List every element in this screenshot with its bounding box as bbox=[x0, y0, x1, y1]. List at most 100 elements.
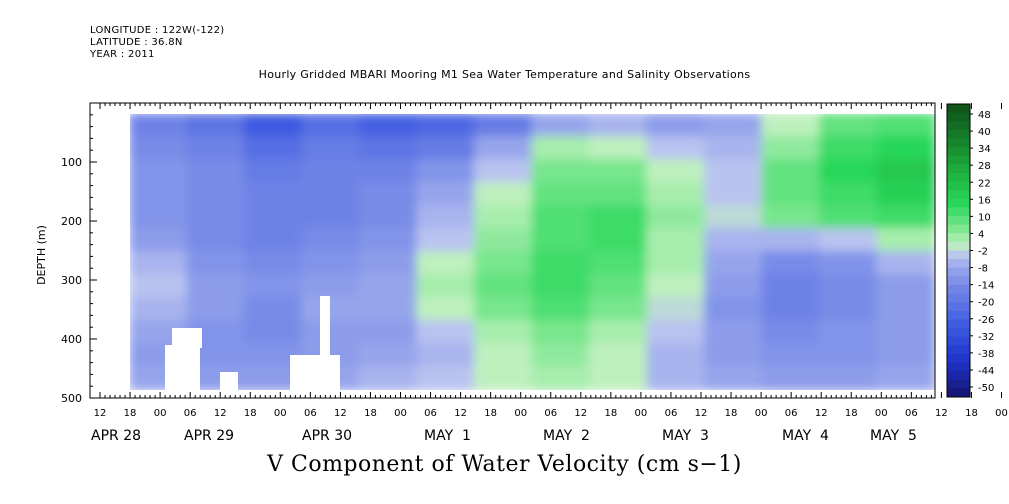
colorbar-swatch bbox=[947, 388, 970, 398]
heat-cell bbox=[531, 228, 591, 253]
colorbar-label: -44 bbox=[978, 366, 994, 377]
heat-cell bbox=[819, 320, 879, 345]
heat-cell bbox=[244, 182, 304, 207]
x-hour-label: 12 bbox=[574, 408, 587, 419]
heat-cell bbox=[244, 251, 304, 276]
heat-cell bbox=[589, 136, 649, 161]
heat-cell bbox=[761, 366, 821, 390]
heat-cell bbox=[474, 343, 534, 368]
heat-cell bbox=[704, 320, 764, 345]
y-axis-label: DEPTH (m) bbox=[35, 225, 48, 285]
heat-cell bbox=[130, 251, 189, 276]
heat-cell bbox=[819, 343, 879, 368]
heat-cell bbox=[531, 114, 591, 138]
heat-cell bbox=[876, 228, 935, 253]
heat-cell bbox=[186, 114, 246, 138]
heat-cell bbox=[704, 228, 764, 253]
x-hour-label: 00 bbox=[154, 408, 167, 419]
heat-cell bbox=[646, 297, 706, 322]
heat-cell bbox=[359, 205, 419, 230]
colorbar-swatch bbox=[947, 198, 970, 208]
heat-cell bbox=[589, 320, 649, 345]
heat-cell bbox=[704, 343, 764, 368]
heat-cell bbox=[761, 159, 821, 184]
x-hour-label: 12 bbox=[214, 408, 227, 419]
heat-cell bbox=[704, 205, 764, 230]
y-tick-label: 300 bbox=[61, 274, 82, 287]
heat-cell bbox=[186, 251, 246, 276]
colorbar: 48 40 34 28 22 16 10 4 -2 -8 -14 -20 -26 -32 -38 -44 -50 bbox=[946, 103, 994, 398]
colorbar-swatch bbox=[947, 345, 970, 355]
heat-cell bbox=[646, 228, 706, 253]
colorbar-label: -20 bbox=[978, 298, 994, 309]
heat-cell bbox=[704, 366, 764, 390]
heat-cell bbox=[186, 159, 246, 184]
missing-data-patch bbox=[290, 355, 340, 390]
year-label: YEAR : 2011 bbox=[90, 49, 155, 60]
heat-cell bbox=[531, 205, 591, 230]
x-hour-label: 00 bbox=[274, 408, 287, 419]
latitude-label: LATITUDE : 36.8N bbox=[90, 37, 183, 48]
x-hour-label: 00 bbox=[394, 408, 407, 419]
colorbar-swatch bbox=[947, 259, 970, 269]
heat-cell bbox=[130, 205, 189, 230]
heat-cell bbox=[416, 228, 476, 253]
x-hour-label: 06 bbox=[184, 408, 197, 419]
x-day-label: APR 30 bbox=[302, 428, 352, 444]
x-day-label: APR 28 bbox=[91, 428, 141, 444]
colorbar-swatch bbox=[947, 181, 970, 191]
colorbar-label: -14 bbox=[978, 281, 994, 292]
heat-cell bbox=[474, 136, 534, 161]
missing-data-patch bbox=[220, 372, 238, 390]
heat-cell bbox=[531, 320, 591, 345]
colorbar-label: 34 bbox=[978, 144, 991, 155]
missing-data-patch bbox=[320, 296, 330, 366]
x-hour-label: 18 bbox=[604, 408, 617, 419]
colorbar-swatch bbox=[947, 129, 970, 139]
heat-cell bbox=[646, 343, 706, 368]
heat-cell bbox=[761, 205, 821, 230]
colorbar-swatch bbox=[947, 371, 970, 381]
heat-cell bbox=[416, 274, 476, 299]
heat-cell bbox=[819, 366, 879, 390]
heat-cell bbox=[761, 251, 821, 276]
heat-cell bbox=[589, 114, 649, 138]
colorbar-swatch bbox=[947, 328, 970, 338]
heat-cell bbox=[704, 297, 764, 322]
heat-cell bbox=[474, 320, 534, 345]
colorbar-label: -8 bbox=[978, 264, 988, 275]
heat-cell bbox=[244, 136, 304, 161]
heat-cell bbox=[589, 366, 649, 390]
heat-cell bbox=[186, 136, 246, 161]
y-tick-label: 500 bbox=[61, 392, 82, 405]
x-day-label: MAY 4 bbox=[782, 428, 829, 444]
heat-cell bbox=[819, 297, 879, 322]
heat-cell bbox=[359, 297, 419, 322]
heat-cell bbox=[359, 366, 419, 390]
colorbar-swatch bbox=[947, 224, 970, 234]
heat-cell bbox=[244, 114, 304, 138]
x-hour-label: 06 bbox=[665, 408, 678, 419]
heat-cell bbox=[130, 274, 189, 299]
colorbar-label: 4 bbox=[978, 229, 984, 240]
heat-cell bbox=[130, 136, 189, 161]
colorbar-swatch bbox=[947, 233, 970, 243]
heat-cell bbox=[819, 251, 879, 276]
heat-cell bbox=[646, 182, 706, 207]
heat-cell bbox=[876, 366, 935, 390]
heat-cell bbox=[761, 343, 821, 368]
heat-cell bbox=[876, 136, 935, 161]
heat-cell bbox=[589, 343, 649, 368]
heat-cell bbox=[704, 274, 764, 299]
x-hour-label: 12 bbox=[695, 408, 708, 419]
heat-cell bbox=[244, 159, 304, 184]
colorbar-swatch bbox=[947, 172, 970, 183]
colorbar-label: 22 bbox=[978, 178, 991, 189]
colorbar-label: 48 bbox=[978, 110, 991, 121]
x-day-label: MAY 3 bbox=[662, 428, 709, 444]
heat-cell bbox=[876, 251, 935, 276]
heat-cell bbox=[416, 136, 476, 161]
colorbar-swatch bbox=[947, 319, 970, 329]
x-hour-label: 12 bbox=[454, 408, 467, 419]
heat-cell bbox=[359, 320, 419, 345]
